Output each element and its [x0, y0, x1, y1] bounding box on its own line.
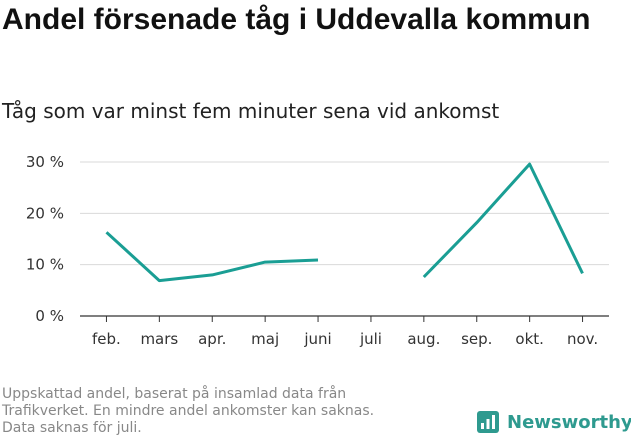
footnote-line: Trafikverket. En mindre andel ankomster … [2, 403, 375, 419]
brand-name: Newsworthy [507, 411, 631, 433]
x-tick-label: feb. [92, 330, 121, 348]
x-tick-label: juni [303, 330, 331, 348]
y-tick-label: 10 % [26, 256, 64, 274]
y-tick-label: 0 % [35, 307, 64, 325]
series-line-segment [105, 231, 319, 283]
chart-subtitle: Tåg som var minst fem minuter sena vid a… [2, 99, 500, 123]
brand: Newsworthy [476, 408, 631, 436]
x-tick-label: maj [251, 330, 279, 348]
chart-title: Andel försenade tåg i Uddevalla kommun [2, 3, 591, 36]
footnote-line: Data saknas för juli. [2, 420, 142, 436]
y-tick-label: 30 % [26, 153, 64, 171]
x-tick-label: apr. [198, 330, 226, 348]
footnote-line: Uppskattad andel, baserat på insamlad da… [2, 386, 347, 402]
newsworthy-logo-icon [477, 411, 499, 433]
x-tick-label: nov. [567, 330, 598, 348]
footnote: Uppskattad andel, baserat på insamlad da… [2, 386, 442, 437]
series-line-segment [422, 162, 584, 279]
x-tick-label: okt. [515, 330, 544, 348]
grid-layer [80, 161, 609, 266]
x-tick-label: juli [359, 330, 382, 348]
x-tick-label: mars [140, 330, 178, 348]
x-tick-labels: feb. mars apr. maj juni juli aug. sep. okt. nov. [92, 330, 598, 348]
x-tick-label: aug. [407, 330, 440, 348]
x-tick-label: sep. [461, 330, 492, 348]
y-tick-label: 20 % [26, 204, 64, 222]
y-tick-labels: 0 % 10 % 20 % 30 % [26, 153, 64, 325]
axis-layer [80, 315, 609, 322]
series-layer [105, 162, 584, 283]
